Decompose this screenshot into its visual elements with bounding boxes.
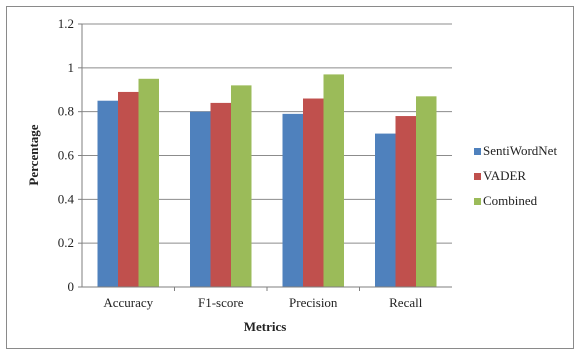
bar-vader-accuracy (118, 91, 139, 287)
y-axis-title: Percentage (26, 124, 41, 185)
bars (97, 74, 437, 288)
bar-combined-accuracy (138, 78, 159, 288)
bar-sentiwordnet-accuracy (97, 100, 118, 287)
bar-vader-recall (395, 116, 416, 287)
legend-label: SentiWordNet (483, 143, 557, 158)
bar-vader-f1-score (210, 102, 231, 288)
axes: 0 0.2 0.4 0.6 0.8 1 1.2 Accuracy F1-score Precisi… (58, 16, 452, 310)
x-axis-title: Metrics (244, 319, 287, 334)
legend-label: Combined (483, 193, 538, 208)
legend-swatch-combined (474, 198, 481, 205)
bar-sentiwordnet-recall (375, 133, 396, 287)
bar-sentiwordnet-precision (282, 113, 303, 287)
bar-combined-recall (416, 96, 437, 287)
legend: SentiWordNet VADER Combined (474, 143, 557, 208)
y-tick-label: 1 (68, 60, 75, 75)
y-tick-label: 0.6 (58, 148, 75, 163)
y-tick-label: 0.2 (58, 235, 74, 250)
legend-swatch-sentiwordnet (474, 148, 481, 155)
y-tick-label: 0 (68, 279, 75, 294)
y-tick-label: 0.4 (58, 191, 75, 206)
x-tick-label: Precision (289, 295, 338, 310)
bar-vader-precision (303, 98, 324, 288)
bar-combined-f1-score (231, 85, 252, 287)
legend-swatch-vader (474, 173, 481, 180)
x-tick-label: Recall (389, 295, 423, 310)
x-tick-label: F1-score (198, 295, 244, 310)
y-tick-label: 0.8 (58, 104, 74, 119)
bar-sentiwordnet-f1-score (190, 111, 211, 288)
legend-label: VADER (483, 168, 526, 183)
x-tick-label: Accuracy (103, 295, 153, 310)
bar-combined-precision (323, 74, 344, 288)
y-tick-label: 1.2 (58, 16, 74, 31)
